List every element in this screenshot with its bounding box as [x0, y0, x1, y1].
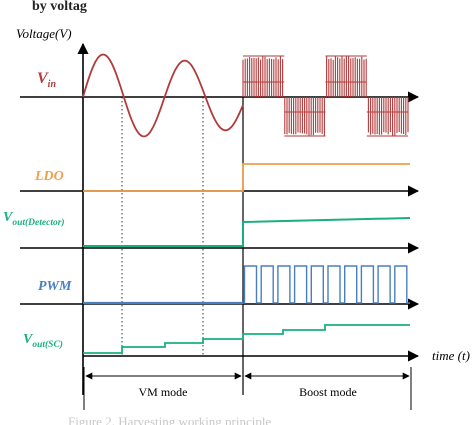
pwm-pulses — [243, 266, 410, 303]
header-partial-text: by voltag — [32, 0, 87, 14]
x-axis-label: time (t) — [432, 348, 470, 363]
pwm-pulse-train — [243, 266, 410, 303]
label-ldo: LDO — [34, 169, 64, 184]
label-vout-sc: Vout(SC) — [23, 332, 63, 350]
y-axis-label: Voltage(V) — [16, 26, 72, 41]
vin-chopped-wave — [243, 56, 408, 136]
vin-chopped-strokes — [243, 56, 408, 136]
sc-staircase — [83, 325, 410, 353]
vm-mode-label: VM mode — [139, 385, 188, 399]
label-vout-detector: Vout(Detector) — [3, 210, 65, 228]
figure-caption-faded: Figure 2. Harvesting working principle — [68, 414, 271, 425]
ldo-signal — [83, 164, 410, 191]
vin-sine-wave — [83, 55, 243, 137]
label-pwm: PWM — [38, 279, 72, 294]
label-vin: Vin — [37, 70, 56, 90]
boost-mode-label: Boost mode — [299, 385, 357, 399]
detector-signal — [83, 218, 410, 246]
